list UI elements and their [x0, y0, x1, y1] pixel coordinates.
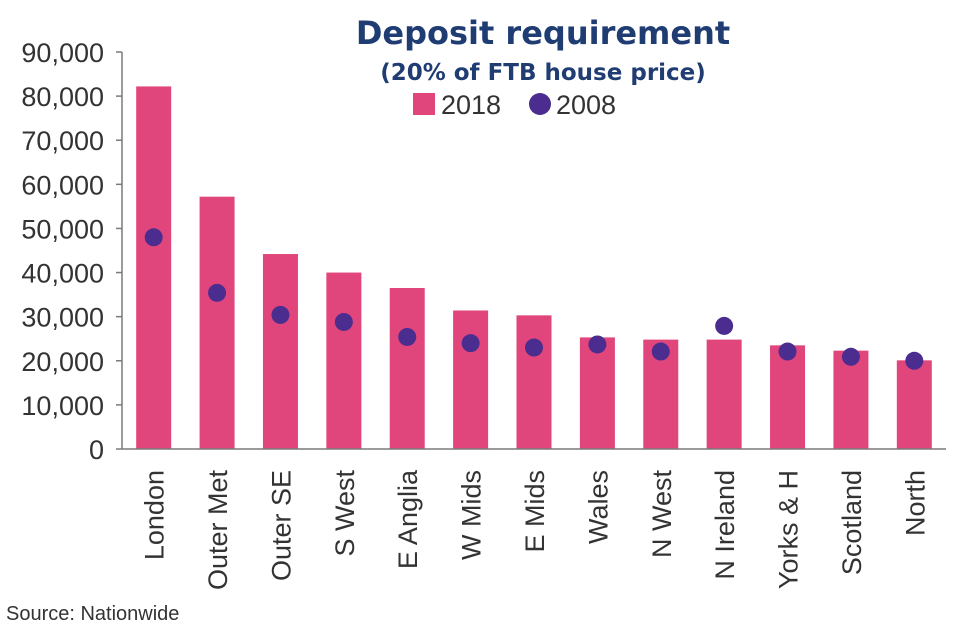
dot-2008	[651, 342, 670, 361]
dot-series-2008	[144, 228, 924, 370]
x-tick-label: N West	[647, 470, 677, 559]
bar-series-2018	[136, 86, 932, 449]
bar-2018	[326, 272, 362, 449]
bar-2018	[706, 339, 742, 449]
bar-2018	[770, 345, 806, 449]
y-tick-label: 0	[89, 435, 104, 465]
dot-2008	[398, 327, 417, 346]
bar-2018	[199, 196, 235, 449]
x-tick-label: E Anglia	[393, 469, 423, 569]
x-tick-label: Yorks & H	[774, 470, 804, 589]
x-tick-label: Outer Met	[203, 470, 233, 591]
bar-2018	[136, 86, 172, 449]
dot-2008	[841, 347, 860, 366]
chart-title: Deposit requirement	[356, 14, 730, 52]
legend-label-2018: 2018	[441, 90, 501, 120]
bar-2018	[833, 350, 869, 449]
dot-2008	[208, 283, 227, 302]
dot-2008	[588, 335, 607, 354]
y-tick-label: 50,000	[21, 214, 104, 244]
y-tick-label: 30,000	[21, 303, 104, 333]
bar-2018	[896, 360, 932, 449]
dot-2008	[144, 228, 163, 247]
source-note: Source: Nationwide	[6, 603, 179, 625]
x-tick-label: N Ireland	[710, 470, 740, 580]
bar-2018	[389, 287, 425, 449]
dot-2008	[461, 334, 480, 353]
dot-2008	[334, 312, 353, 331]
legend-label-2008: 2008	[556, 90, 616, 120]
x-tick-label: Scotland	[837, 470, 867, 575]
legend-swatch-2018	[413, 93, 435, 115]
dot-2008	[525, 338, 543, 357]
bar-2018	[453, 310, 489, 449]
bar-2018	[516, 315, 552, 449]
y-tick-label: 20,000	[21, 347, 104, 377]
x-tick-label: North	[900, 470, 930, 536]
x-tick-label: London	[140, 470, 170, 560]
bar-2018	[579, 337, 615, 449]
dot-2008	[778, 342, 797, 361]
x-tick-label: S West	[330, 470, 360, 557]
y-tick-label: 80,000	[21, 82, 104, 112]
y-tick-label: 90,000	[21, 38, 104, 68]
x-tick-label: W Mids	[457, 470, 487, 560]
y-tick-label: 60,000	[21, 170, 104, 200]
y-tick-label: 40,000	[21, 259, 104, 289]
x-tick-label: E Mids	[520, 470, 550, 553]
y-tick-label: 70,000	[21, 126, 104, 156]
legend-swatch-2008	[529, 93, 551, 115]
dot-2008	[715, 316, 734, 335]
chart-subtitle: (20% of FTB house price)	[380, 60, 706, 86]
dot-2008	[905, 351, 924, 370]
bar-2018	[262, 254, 298, 449]
dot-2008	[271, 305, 290, 324]
y-axis: 0 10,000 20,000 30,000 40,000 50,000 60,000 70,…	[21, 38, 123, 465]
y-tick-label: 10,000	[21, 391, 104, 421]
x-tick-label: Wales	[583, 470, 613, 544]
legend: 2018 2008	[413, 90, 616, 120]
x-axis: London Outer Met Outer SE S West E Anglia W M…	[122, 448, 946, 591]
x-tick-label: Outer SE	[266, 470, 296, 581]
